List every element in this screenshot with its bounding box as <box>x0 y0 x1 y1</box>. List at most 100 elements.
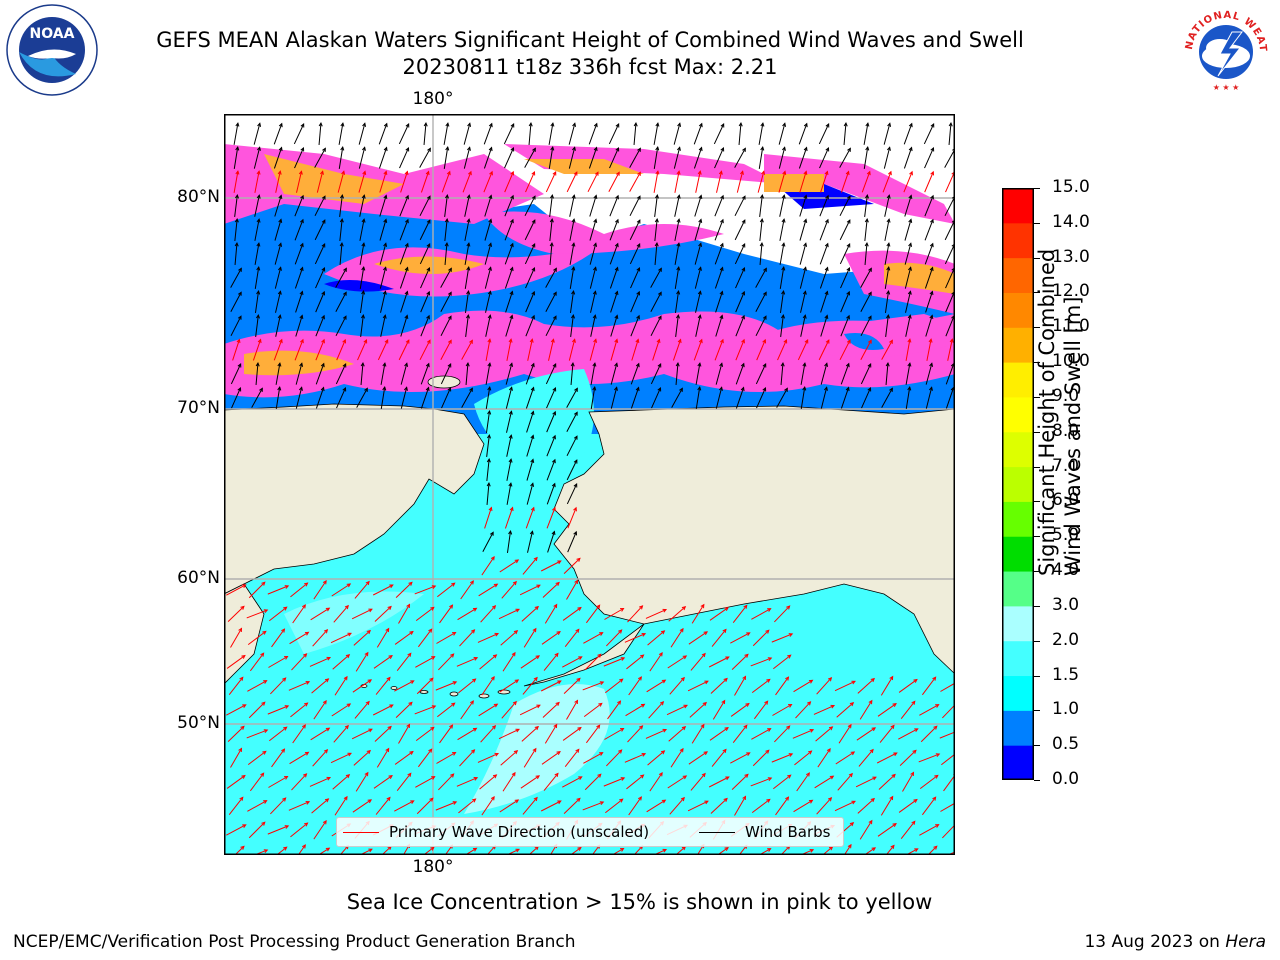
arrow-head <box>257 122 262 127</box>
arrow-head <box>471 749 476 754</box>
wave-direction-arrow <box>857 798 875 814</box>
arrow-head <box>571 146 576 151</box>
arrow-head <box>368 848 373 853</box>
colorbar-tick-mark <box>1034 188 1040 189</box>
wave-direction-arrow <box>485 339 491 361</box>
wind-barb <box>335 292 347 312</box>
wave-direction-arrow <box>646 679 666 693</box>
wave-direction-arrow <box>334 796 348 816</box>
wave-direction-arrow <box>521 606 539 622</box>
wind-barb <box>274 267 282 289</box>
wind-barb <box>630 387 640 409</box>
wind-barb <box>378 147 388 169</box>
arrow-head <box>426 195 431 200</box>
wave-direction-arrow <box>499 679 519 693</box>
arrow-head <box>802 362 807 367</box>
wind-barb <box>776 388 788 408</box>
arrow-head <box>640 654 645 659</box>
wave-direction-arrow <box>777 339 787 361</box>
wave-direction-arrow <box>501 701 517 719</box>
wave-direction-arrow <box>603 777 625 787</box>
arrow-head <box>386 796 391 801</box>
colorbar-tick-mark <box>1034 605 1040 607</box>
colorbar-tick-mark <box>1034 571 1040 573</box>
arrow-head <box>532 147 536 152</box>
wave-direction-arrow <box>477 633 499 643</box>
arrow-head <box>512 700 517 706</box>
wave-direction-arrow <box>814 775 834 789</box>
wave-direction-arrow <box>563 557 581 575</box>
wind-barb <box>944 243 955 265</box>
arrow-head <box>592 266 597 271</box>
arrow-head <box>428 628 433 633</box>
arrow-head <box>486 457 491 463</box>
wind-barb <box>608 123 620 145</box>
wind-barb <box>590 387 596 409</box>
arrow-head <box>824 266 829 272</box>
arrow-head <box>511 771 516 777</box>
wave-direction-arrow <box>605 678 623 694</box>
arrow-head <box>654 241 659 247</box>
lat-label-70: 70°N <box>177 398 220 418</box>
wind-barb <box>905 291 911 313</box>
arrow-head <box>449 724 454 729</box>
wind-barb <box>314 195 326 217</box>
wind-barb <box>925 291 933 313</box>
wind-barb <box>398 123 410 145</box>
wind-barb <box>464 219 470 241</box>
wave-direction-arrow <box>730 632 750 644</box>
arrow-head <box>531 243 536 248</box>
arrow-head <box>889 387 893 392</box>
arrow-head <box>907 290 912 295</box>
arrow-head <box>825 194 829 200</box>
wave-direction-arrow <box>877 823 897 837</box>
wave-direction-arrow <box>457 607 477 621</box>
wave-direction-arrow <box>330 752 352 764</box>
wave-direction-arrow <box>522 677 538 695</box>
arrow-head <box>533 796 538 802</box>
wind-barb <box>609 195 619 217</box>
arrow-head <box>593 194 598 200</box>
arrow-head <box>870 677 875 683</box>
wind-barb <box>359 195 365 217</box>
wave-direction-arrow <box>292 724 306 744</box>
wind-barb <box>885 315 889 337</box>
arrow-head <box>452 801 458 805</box>
arrow-head <box>886 242 891 247</box>
wind-barb <box>738 122 742 146</box>
wave-direction-arrow <box>525 507 535 529</box>
arrow-head <box>702 701 707 707</box>
arrow-head <box>826 747 831 753</box>
arrow-head <box>277 266 282 271</box>
wave-direction-arrow <box>226 824 246 836</box>
wave-direction-arrow <box>834 800 856 812</box>
arrow-head <box>407 772 412 777</box>
arrow-head <box>242 584 247 588</box>
wave-direction-arrow <box>523 748 537 768</box>
wave-direction-arrow <box>604 608 624 620</box>
wave-direction-arrow <box>674 171 680 193</box>
arrow-head <box>283 606 288 611</box>
wave-direction-arrow <box>585 604 601 624</box>
arrow-head <box>431 656 436 660</box>
wind-barb <box>545 315 557 337</box>
wave-direction-arrow <box>836 702 854 718</box>
arrow-head <box>237 315 242 320</box>
arrow-head <box>488 242 493 247</box>
arrow-head <box>641 632 647 637</box>
wave-direction-arrow <box>435 681 457 691</box>
wind-barb <box>904 267 912 289</box>
wave-direction-arrow <box>394 751 414 765</box>
wave-direction-arrow <box>352 679 372 693</box>
wave-direction-arrow <box>354 701 370 719</box>
wave-direction-arrow <box>649 652 663 672</box>
arrow-head <box>635 386 640 392</box>
arrow-head <box>494 752 500 757</box>
arrow-head <box>783 338 788 344</box>
wind-barb <box>715 315 723 337</box>
arrow-head <box>570 313 576 319</box>
wave-direction-arrow <box>527 339 533 361</box>
wave-direction-arrow <box>544 604 558 624</box>
arrow-head <box>326 656 332 661</box>
arrow-head <box>782 170 787 175</box>
